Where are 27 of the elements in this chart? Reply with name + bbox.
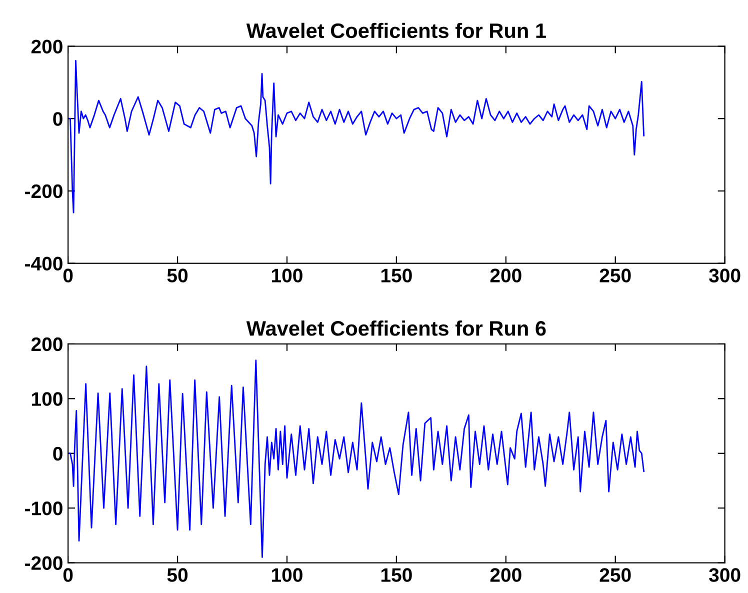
chart-title: Wavelet Coefficients for Run 1 [246,22,546,38]
x-tick-label: 300 [709,268,740,282]
x-tick-label: 300 [709,568,740,582]
y-tick-label: -200 [25,184,62,198]
x-tick-label: 150 [381,268,412,282]
y-tick-label: 0 [53,112,62,126]
x-tick-label: 200 [490,268,522,282]
x-tick-label: 0 [63,568,73,582]
y-tick-label: 100 [32,392,62,406]
x-tick-label: 250 [600,268,631,282]
x-tick-label: 200 [490,568,522,582]
x-tick-label: 50 [167,268,188,282]
y-tick-label: -400 [25,256,62,271]
x-tick-label: 150 [381,568,412,582]
line-series [68,60,645,214]
y-tick-label: -200 [25,556,62,570]
x-tick-label: 250 [600,568,631,582]
line-series [68,360,645,558]
x-tick-label: 0 [63,268,73,282]
y-tick-label: 200 [31,40,62,54]
y-tick-label: 0 [53,446,62,461]
x-tick-label: 50 [167,568,188,582]
y-tick-label: -100 [25,502,62,516]
y-tick-label: 200 [31,337,62,352]
chart-title: Wavelet Coefficients for Run 6 [246,320,546,336]
x-tick-label: 100 [272,268,302,282]
x-tick-label: 100 [272,568,302,582]
